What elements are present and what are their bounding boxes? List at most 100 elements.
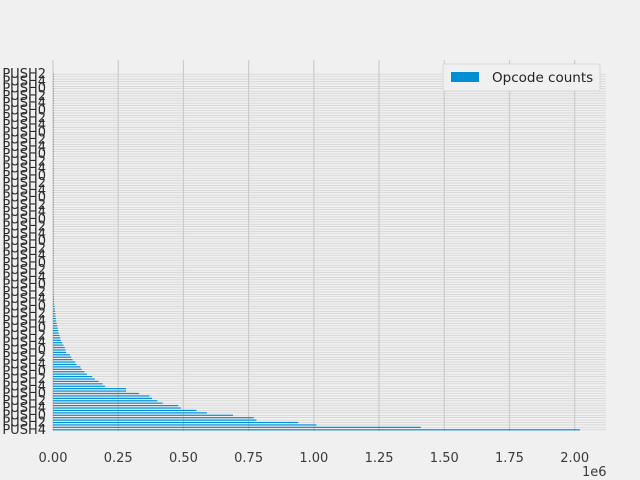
y-tick-label: PUSH4 [2, 227, 46, 242]
bar [53, 332, 59, 334]
x-tick-label: 0.75 [234, 451, 263, 466]
bar [53, 177, 54, 179]
bar [53, 201, 54, 204]
bar [53, 284, 54, 286]
bar [53, 271, 54, 274]
bar [53, 196, 54, 199]
bar [53, 366, 81, 368]
bar [53, 192, 54, 194]
bar [53, 155, 54, 158]
gridlines [52, 60, 606, 431]
y-tick-label: PUSH4 [2, 401, 46, 416]
y-tick-label: PUSH0 [2, 256, 46, 271]
bar [53, 182, 54, 184]
bar [53, 375, 93, 378]
bar [53, 412, 207, 414]
bar [53, 300, 55, 303]
bar [53, 276, 54, 279]
bar [53, 102, 54, 104]
bar [53, 107, 54, 109]
bar [53, 351, 67, 353]
bar [53, 417, 254, 419]
bar [53, 153, 54, 155]
y-tick-label: PUSH4 [2, 336, 46, 351]
bar [53, 291, 54, 293]
y-tick-label: PUSH0 [2, 343, 46, 358]
bar [53, 313, 56, 315]
bar [53, 228, 54, 230]
x-tick-label: 0.25 [104, 451, 133, 466]
x-tick-labels: 0.00 0.25 0.50 0.75 1.00 1.25 1.50 1.75 2.00 [39, 451, 590, 466]
bar [53, 288, 54, 291]
y-tick-label: PUSH0 [2, 278, 46, 293]
bar [53, 359, 73, 361]
legend-swatch [451, 72, 479, 82]
bar [53, 361, 76, 363]
y-tick-label: PUSH0 [2, 147, 46, 162]
bar [53, 286, 54, 288]
bar [53, 131, 54, 133]
bar [53, 296, 54, 298]
bar [53, 414, 233, 416]
bar [53, 349, 66, 351]
y-tick-label: PUSH0 [2, 169, 46, 184]
bar [53, 267, 54, 269]
y-tick-label: PUSH2 [2, 241, 46, 256]
bar [53, 225, 54, 228]
bar [53, 317, 56, 320]
y-tick-label: PUSH4 [2, 270, 46, 285]
bar [53, 160, 54, 162]
bar [53, 371, 85, 373]
y-tick-label: PUSH0 [2, 125, 46, 140]
bar [53, 339, 61, 341]
bar [53, 223, 54, 225]
y-tick-label: PUSH4 [2, 292, 46, 307]
bar [53, 419, 257, 421]
bar [53, 315, 56, 317]
y-tick-label: PUSH0 [2, 365, 46, 380]
bar [53, 136, 54, 138]
bar [53, 92, 54, 95]
y-tick-label: PUSH4 [2, 96, 46, 111]
y-tick-label: PUSH2 [2, 133, 46, 148]
y-tick-label: PUSH0 [2, 321, 46, 336]
bar [53, 397, 153, 399]
bar [53, 124, 54, 126]
bar [53, 330, 59, 332]
bar [53, 392, 140, 395]
bar [53, 158, 54, 160]
bar [53, 409, 197, 412]
bar [53, 274, 54, 276]
bar [53, 230, 54, 233]
bar [53, 429, 580, 431]
bar [53, 424, 317, 426]
bar [53, 199, 54, 201]
bar [53, 151, 54, 153]
x-tick-label: 1.25 [365, 451, 394, 466]
y-tick-label: PUSH2 [2, 220, 46, 235]
bar [53, 167, 54, 170]
bar [53, 221, 54, 223]
x-tick-label: 1.50 [430, 451, 459, 466]
y-tick-label: PUSH0 [2, 191, 46, 206]
y-tick-label: PUSH2 [2, 176, 46, 191]
bar [53, 308, 55, 310]
y-tick-label: PUSH2 [2, 89, 46, 104]
bar [53, 73, 54, 75]
bar [53, 112, 54, 114]
bar [53, 378, 95, 380]
bar [53, 356, 72, 358]
bar [53, 395, 150, 397]
bar [53, 380, 99, 383]
x-tick-label: 2.00 [560, 451, 589, 466]
bar [53, 383, 103, 385]
bar [53, 146, 54, 148]
y-tick-label: PUSH4 [2, 183, 46, 198]
bar [53, 78, 54, 80]
y-tick-label: PUSH4 [2, 423, 46, 438]
bars [53, 73, 580, 431]
y-tick-label: PUSH4 [2, 162, 46, 177]
bar [53, 421, 299, 424]
bar [53, 218, 54, 220]
